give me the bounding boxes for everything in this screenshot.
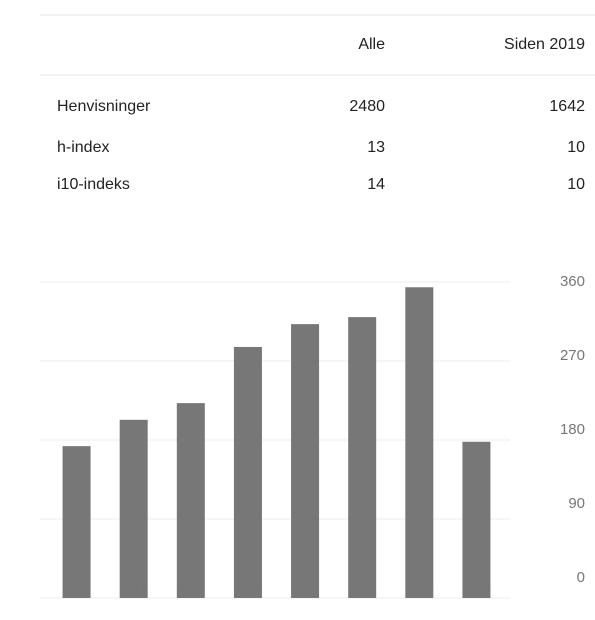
bar <box>233 346 262 598</box>
cell: 13 <box>367 139 385 156</box>
bar <box>62 446 91 598</box>
x-tick-label: 2019 <box>176 581 205 596</box>
cell: 14 <box>367 176 385 193</box>
cell: 1642 <box>549 98 585 115</box>
row-label: h-index <box>57 139 109 156</box>
col-header: Alle <box>358 36 385 53</box>
x-tick-label: 2018 <box>119 581 148 596</box>
bar <box>348 317 377 598</box>
y-tick-label: 360 <box>560 273 585 290</box>
bar <box>462 441 491 598</box>
y-tick-label: 90 <box>568 495 585 512</box>
col-header: Siden 2019 <box>504 36 585 53</box>
x-tick-label: 2020 <box>233 581 262 596</box>
cell: 10 <box>567 139 585 156</box>
bar <box>291 324 320 598</box>
x-tick-label: 2023 <box>405 581 434 596</box>
bar <box>119 419 148 598</box>
bar <box>176 403 205 598</box>
y-tick-label: 0 <box>577 569 585 586</box>
x-tick-label: 2017 <box>62 581 91 596</box>
x-tick-label: 2021 <box>291 581 320 596</box>
y-tick-label: 180 <box>560 421 585 438</box>
cell: 10 <box>567 176 585 193</box>
x-tick-label: 2024 <box>462 581 491 596</box>
cell: 2480 <box>349 98 385 115</box>
bar <box>405 287 434 598</box>
y-tick-label: 270 <box>560 347 585 364</box>
row-label: Henvisninger <box>57 98 151 115</box>
x-tick-label: 2022 <box>348 581 377 596</box>
row-label: i10-indeks <box>57 176 130 193</box>
